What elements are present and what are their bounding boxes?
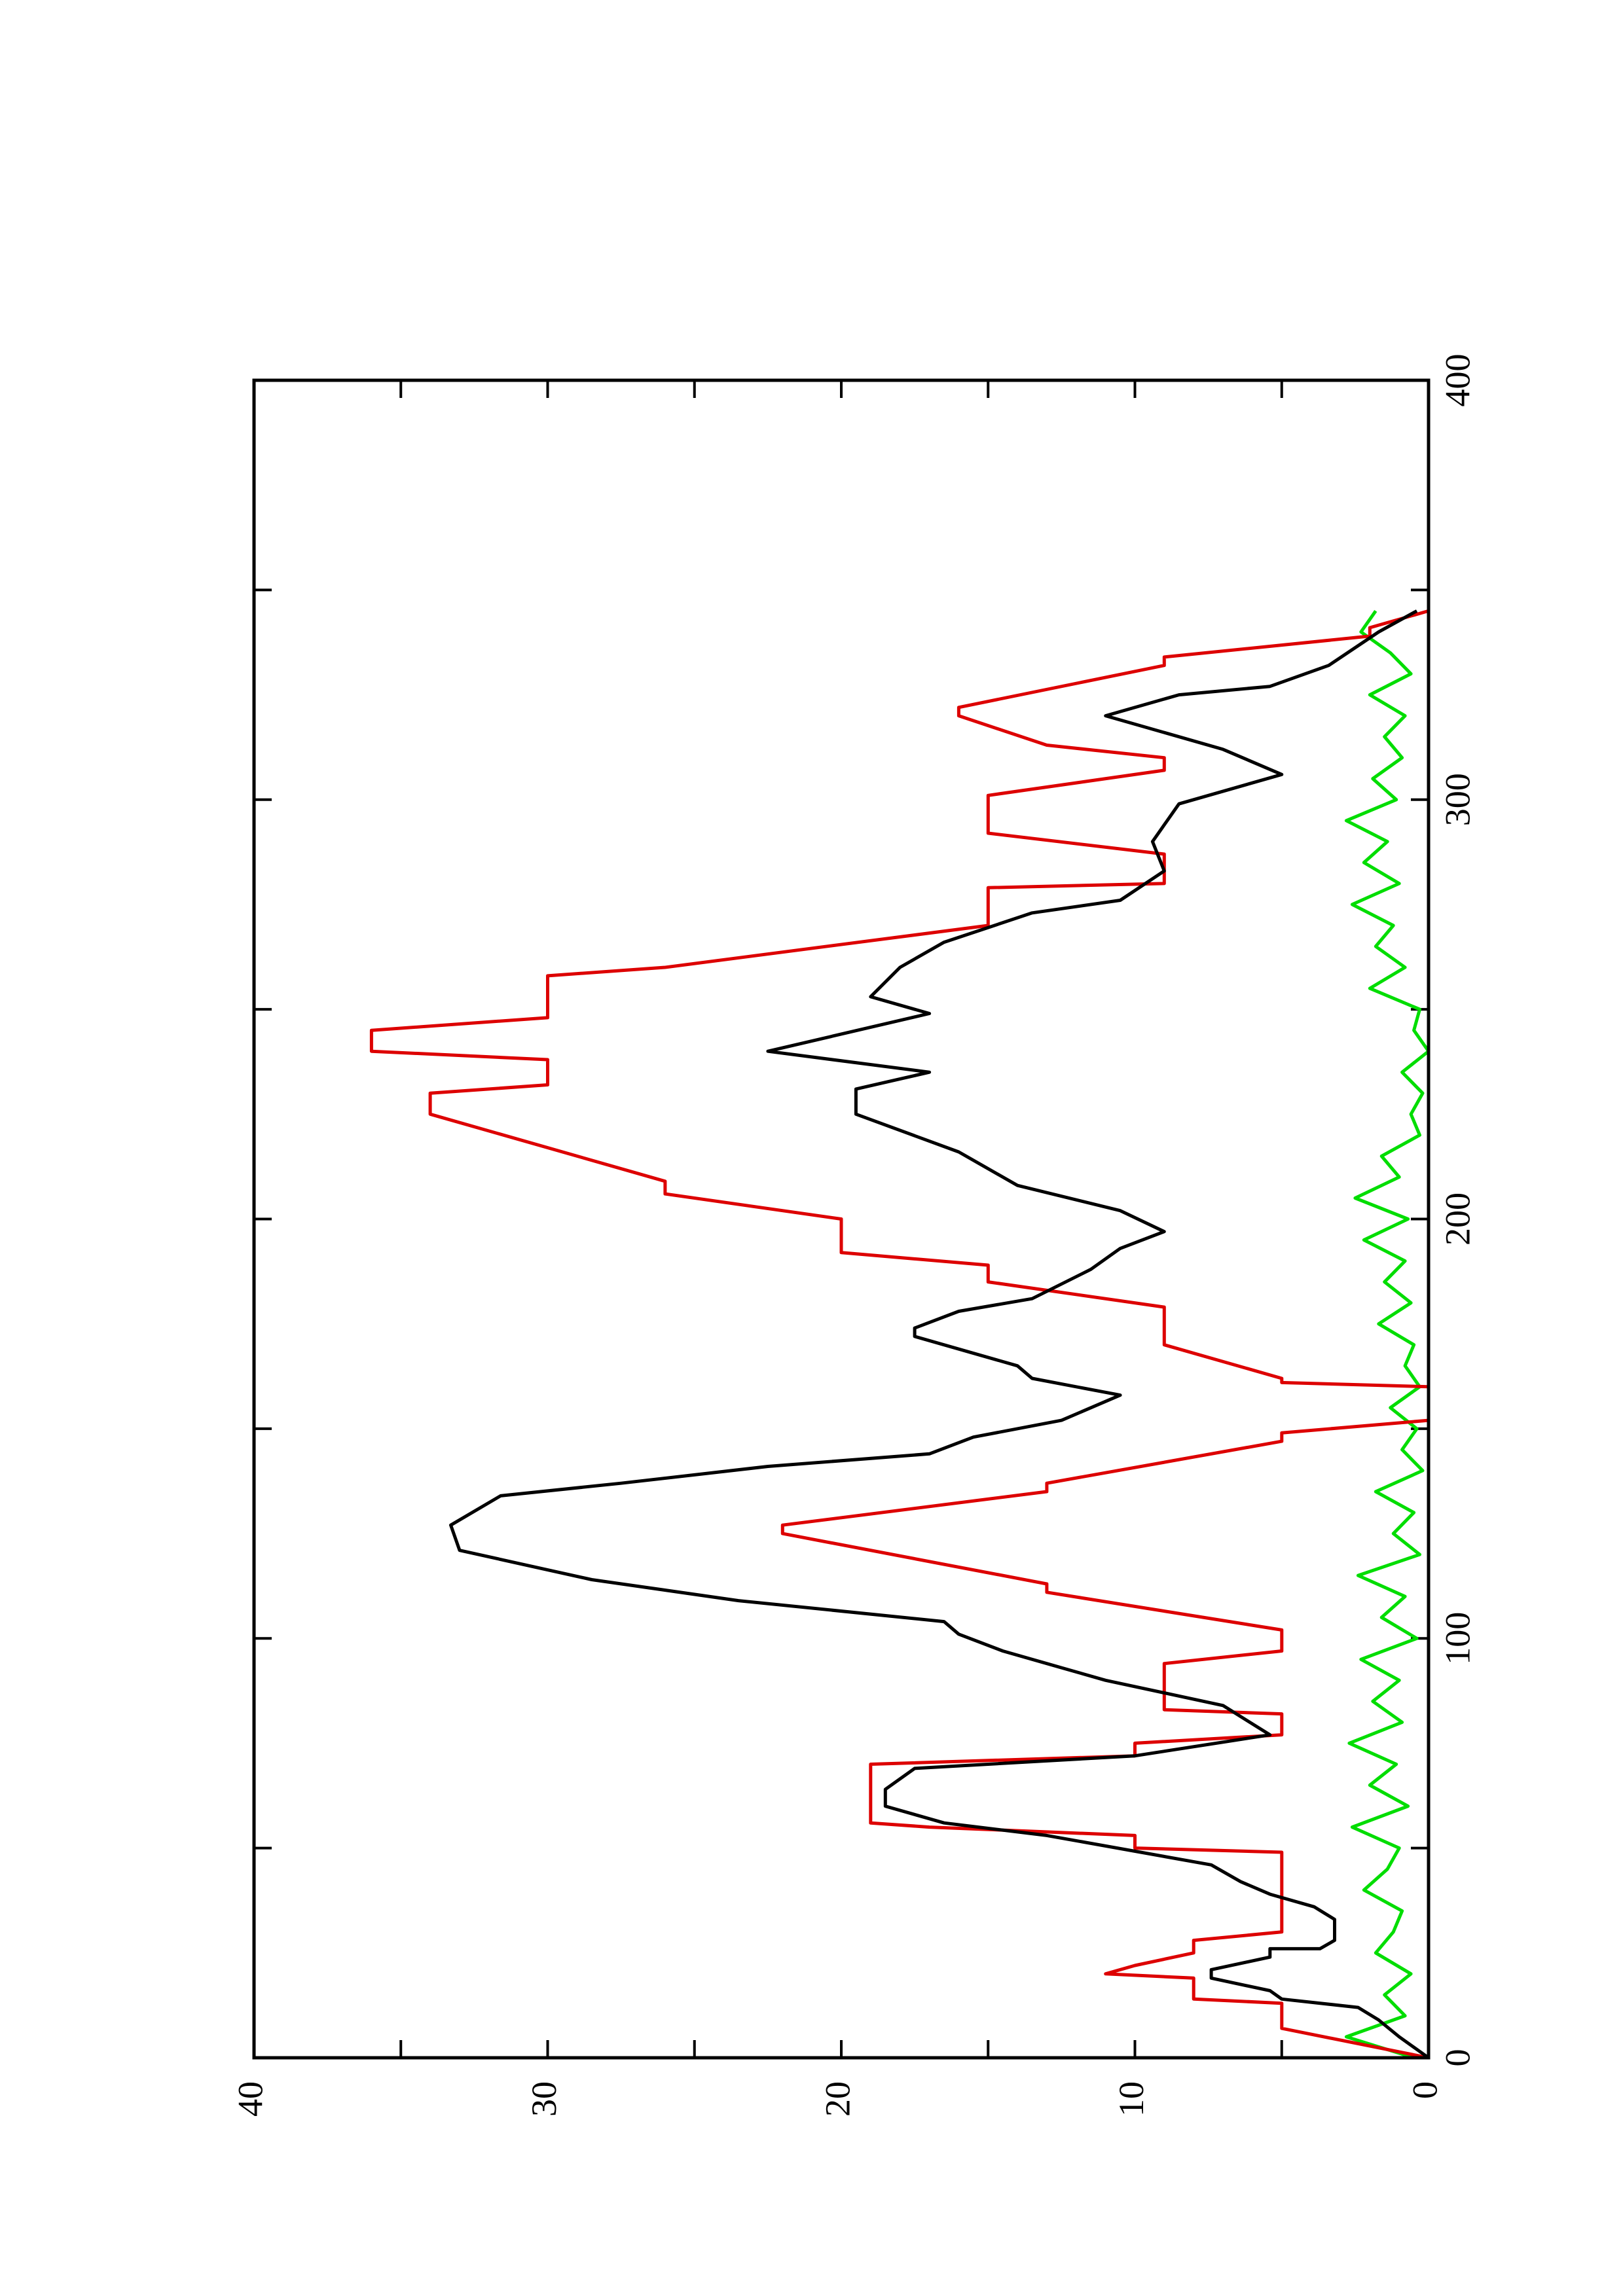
series-line xyxy=(449,609,1430,2060)
y-tick-label: 20 xyxy=(818,2081,857,2117)
y-tick-label: 0 xyxy=(1405,2081,1444,2099)
x-tick-label: 0 xyxy=(1438,2049,1477,2067)
series-line xyxy=(1344,609,1431,2060)
y-tick-label: 30 xyxy=(524,2081,564,2117)
y-tick-label: 10 xyxy=(1112,2081,1151,2117)
x-tick-label: 100 xyxy=(1438,1612,1477,1665)
x-tick-label: 200 xyxy=(1438,1193,1477,1246)
plot-frame xyxy=(252,378,1431,2060)
x-tick-label: 400 xyxy=(1438,354,1477,407)
y-tick-label: 40 xyxy=(230,2081,270,2117)
series-line xyxy=(369,609,1431,2060)
x-tick-label: 300 xyxy=(1438,773,1477,826)
